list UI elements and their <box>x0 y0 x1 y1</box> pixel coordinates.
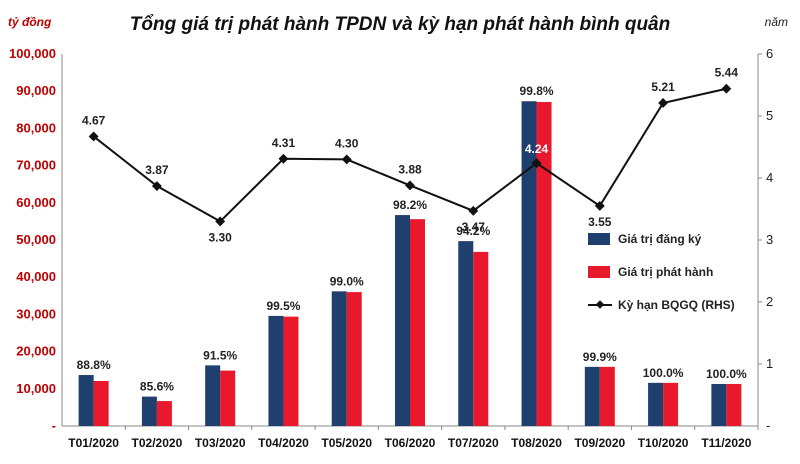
line-value-label: 5.21 <box>651 80 675 94</box>
bar-issued <box>346 292 362 426</box>
bar-percentage-label: 99.0% <box>330 274 364 288</box>
y-left-tick-label: 90,000 <box>16 83 56 98</box>
line-value-label: 4.24 <box>525 142 549 156</box>
line-value-label: 3.30 <box>209 230 233 244</box>
bar-registered <box>395 215 410 426</box>
line-value-label: 4.31 <box>272 136 296 150</box>
y-right-tick-label: 1 <box>766 356 773 371</box>
bar-issued <box>283 316 299 426</box>
x-tick-label: T03/2020 <box>195 436 246 450</box>
bar-percentage-label: 99.5% <box>266 299 300 313</box>
axes: - 10,000 20,000 30,000 40,000 50,000 60,000 70,… <box>9 46 773 450</box>
line-point-marker <box>88 131 99 142</box>
bar-percentage-label: 99.9% <box>583 350 617 364</box>
x-tick-label: T05/2020 <box>321 436 372 450</box>
line-value-label: 5.44 <box>715 66 739 80</box>
y-left-tick-label: 30,000 <box>16 306 56 321</box>
bar-issued <box>93 380 109 426</box>
y-left-tick-label: 20,000 <box>16 344 56 359</box>
legend-marker-tenor <box>595 300 605 309</box>
bar-percentage-label: 100.0% <box>706 367 747 381</box>
bar-percentage-label: 99.8% <box>520 84 554 98</box>
bar-registered <box>521 101 537 426</box>
left-axis-unit: tỷ đồng <box>8 15 52 29</box>
line-value-label: 3.88 <box>398 162 422 176</box>
bar-registered <box>711 383 727 426</box>
line-point-marker <box>531 158 542 169</box>
legend-label-tenor: Kỳ hạn BQGQ (RHS) <box>618 298 735 312</box>
line-value-label: 4.67 <box>82 113 106 127</box>
x-tick-label: T02/2020 <box>132 436 183 450</box>
bar-percentage-label: 94.2% <box>456 224 490 238</box>
bar-registered <box>458 241 474 426</box>
y-left-tick-label: 40,000 <box>16 269 56 284</box>
bar-issued <box>473 251 489 426</box>
labels: 88.8% 85.6% 91.5% 99.5% 99.0% 98.2% 94.2% 99.8%… <box>77 66 747 394</box>
line-point-marker <box>594 200 605 211</box>
line-value-label: 4.30 <box>335 136 359 150</box>
y-left-tick-label: 100,000 <box>9 46 56 61</box>
bar-issued <box>663 382 679 426</box>
legend-label-issued: Giá trị phát hành <box>618 265 713 279</box>
legend-swatch-registered <box>588 233 610 245</box>
line-series <box>88 83 732 227</box>
bars <box>78 101 742 426</box>
line-point-marker <box>341 154 352 165</box>
x-tick-label: T01/2020 <box>68 436 119 450</box>
x-tick-label: T06/2020 <box>385 436 436 450</box>
bar-percentage-label: 91.5% <box>203 348 237 362</box>
y-right-tick-label: 5 <box>766 108 773 123</box>
y-left-tick-label: - <box>52 418 56 433</box>
y-right-tick-label: 3 <box>766 232 773 247</box>
y-right-tick-label: - <box>766 418 770 433</box>
y-left-tick-label: 50,000 <box>16 232 56 247</box>
x-tick-label: T11/2020 <box>701 436 751 450</box>
bar-percentage-label: 85.6% <box>140 380 174 394</box>
bar-issued <box>410 219 425 426</box>
bar-issued <box>726 383 742 426</box>
y-right-tick-label: 4 <box>766 170 773 185</box>
line-point-marker <box>468 205 479 216</box>
bar-registered <box>205 365 221 426</box>
line-point-marker <box>215 216 226 227</box>
y-left-tick-label: 60,000 <box>16 195 56 210</box>
x-tick-label: T10/2020 <box>638 436 689 450</box>
bar-registered <box>584 366 600 426</box>
bar-registered <box>268 315 284 426</box>
right-axis-unit: năm <box>765 15 788 29</box>
bar-registered <box>648 382 664 426</box>
bar-issued <box>156 401 172 426</box>
bar-issued <box>599 366 615 426</box>
x-tick-label: T07/2020 <box>448 436 499 450</box>
bar-issued <box>220 370 236 426</box>
line-point-marker <box>151 181 162 192</box>
line-value-label: 3.47 <box>462 220 486 234</box>
bar-percentage-label: 100.0% <box>643 366 684 380</box>
y-left-tick-label: 10,000 <box>16 381 56 396</box>
legend-swatch-issued <box>588 266 610 278</box>
bar-registered <box>331 291 347 426</box>
chart-title: Tổng giá trị phát hành TPDN và kỳ hạn ph… <box>130 14 670 35</box>
line-value-label: 3.55 <box>588 215 612 229</box>
bar-registered <box>141 396 157 426</box>
y-right-tick-label: 6 <box>766 46 773 61</box>
x-tick-label: T09/2020 <box>574 436 625 450</box>
bar-percentage-label: 98.2% <box>393 198 427 212</box>
y-right-tick-label: 2 <box>766 294 773 309</box>
line-point-marker <box>721 83 732 94</box>
line-value-label: 3.87 <box>145 163 169 177</box>
bar-registered <box>78 375 94 426</box>
line-point-marker <box>278 153 289 164</box>
y-left-tick-label: 70,000 <box>16 158 56 173</box>
bar-percentage-label: 88.8% <box>77 358 111 372</box>
bar-issued <box>536 101 552 426</box>
y-left-tick-label: 80,000 <box>16 120 56 135</box>
x-tick-label: T08/2020 <box>511 436 562 450</box>
line-point-marker <box>405 180 415 191</box>
x-tick-label: T04/2020 <box>258 436 309 450</box>
legend: Giá trị đăng ký Giá trị phát hành Kỳ hạn B… <box>588 232 735 312</box>
line-point-marker <box>658 98 669 108</box>
legend-label-registered: Giá trị đăng ký <box>618 232 702 246</box>
